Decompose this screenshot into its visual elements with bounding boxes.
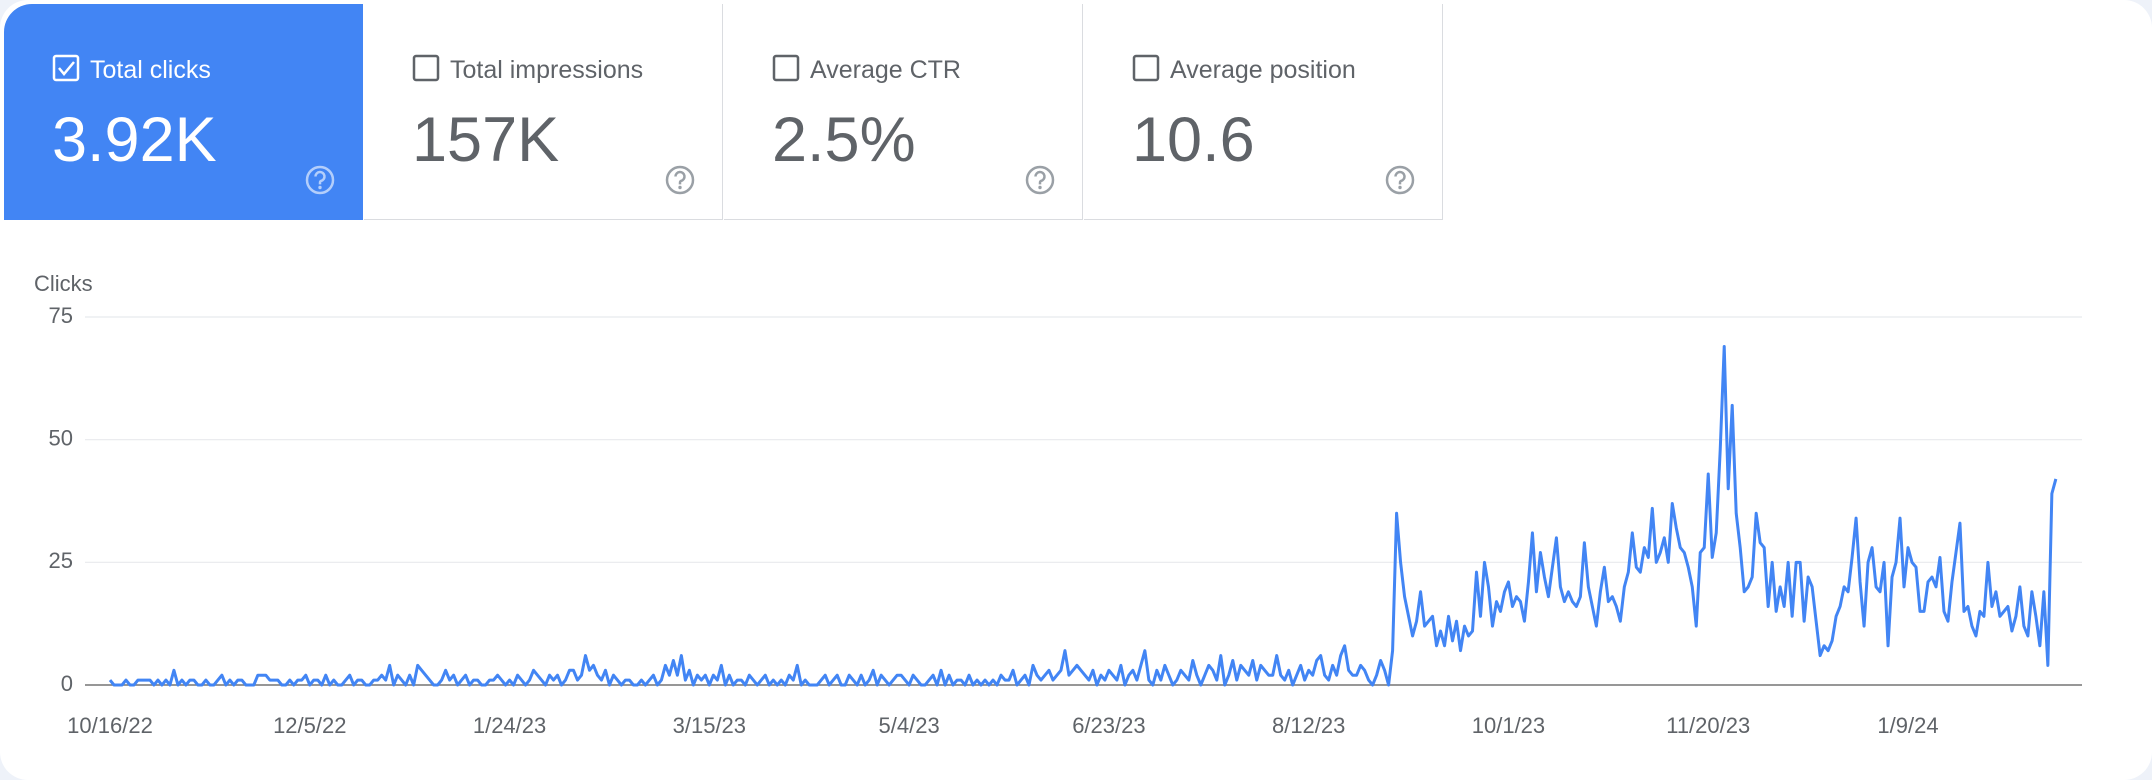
help-circle [305,165,335,195]
help-glyph [674,170,686,185]
card-value: 3.92K [52,105,217,175]
card-label: Total impressions [450,56,644,84]
help-dot [678,185,682,190]
help-circle [665,165,695,195]
card-value: 2.5% [772,105,916,175]
help-dot [1398,185,1402,190]
y-axis-label: Clicks [34,271,93,296]
clicks-line [108,344,2058,687]
checkbox[interactable] [52,54,80,82]
help-circle [1025,165,1055,195]
x-tick-label: 10/16/22 [67,713,153,738]
card-icons [412,54,695,195]
help-icon[interactable] [665,165,695,195]
help-icon[interactable] [1025,165,1055,195]
help-glyph [1394,170,1406,185]
help-glyph [1034,170,1046,185]
x-tick-label: 5/4/23 [879,713,940,738]
card-icons [772,54,1055,195]
metric-card[interactable]: Average CTR 2.5% [724,4,1083,220]
checkbox[interactable] [772,54,800,82]
y-tick-label: 25 [49,548,73,573]
card-value: 10.6 [1132,105,1255,175]
x-tick-label: 10/1/23 [1472,713,1545,738]
card-value: 157K [412,105,560,175]
metric-card[interactable]: Total impressions 157K [364,4,723,220]
card-label: Average CTR [810,56,961,84]
x-tick-label: 1/9/24 [1877,713,1938,738]
x-tick-label: 3/15/23 [673,713,746,738]
y-tick-label: 50 [49,425,73,450]
help-icon[interactable] [305,165,335,195]
card-label: Average position [1170,56,1356,84]
y-tick-label: 75 [49,303,73,328]
help-glyph [314,170,326,185]
checkbox[interactable] [412,54,440,82]
help-circle [1385,165,1415,195]
card-label: Total clicks [90,56,211,84]
x-tick-label: 12/5/22 [273,713,346,738]
x-tick-label: 1/24/23 [473,713,546,738]
card-icons [1132,54,1415,195]
help-icon[interactable] [1385,165,1415,195]
metric-card[interactable]: Total clicks 3.92K [4,4,363,220]
y-tick-label: 0 [61,671,73,696]
x-tick-label: 8/12/23 [1272,713,1345,738]
help-dot [318,185,322,190]
card-icons [52,54,335,195]
help-dot [1038,185,1042,190]
checkbox[interactable] [1132,54,1160,82]
metric-card[interactable]: Average position 10.6 [1084,4,1443,220]
check-mark [58,61,75,76]
x-tick-label: 6/23/23 [1072,713,1145,738]
x-tick-label: 11/20/23 [1666,713,1750,738]
